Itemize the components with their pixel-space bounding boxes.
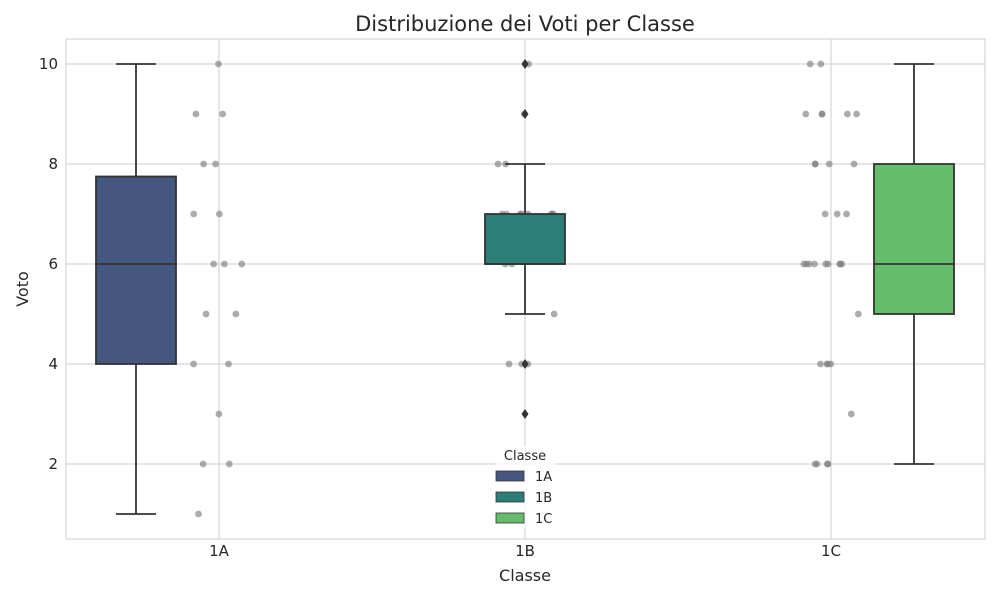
x-tick-label: 1C [821, 542, 841, 560]
data-point [238, 260, 246, 268]
data-point [202, 310, 210, 318]
data-point [800, 260, 808, 268]
data-point [802, 110, 810, 118]
data-point [219, 110, 227, 118]
legend-swatch [495, 512, 525, 524]
legend-title: Classe [504, 449, 546, 464]
data-point [550, 310, 558, 318]
data-point [195, 510, 202, 518]
outlier-marker [521, 109, 529, 119]
data-point [847, 410, 855, 418]
y-tick-label: 2 [48, 455, 58, 473]
data-point [811, 160, 819, 168]
data-point [817, 360, 824, 368]
data-point [823, 460, 831, 468]
data-point [199, 460, 207, 468]
data-point [200, 160, 208, 168]
box-iqr [95, 175, 177, 365]
legend-label: 1A [535, 470, 552, 485]
data-point [853, 110, 860, 118]
data-point [215, 60, 222, 68]
box-1C [873, 63, 955, 465]
data-point [210, 260, 218, 268]
data-point [833, 210, 841, 218]
data-point [232, 310, 240, 318]
outlier-marker [521, 409, 529, 419]
data-point [192, 110, 200, 118]
x-axis-label: Classe [499, 566, 551, 585]
data-point [811, 260, 818, 268]
data-point [822, 260, 830, 268]
data-point [505, 360, 513, 368]
data-point [817, 60, 825, 68]
legend: Classe 1A 1B 1C [495, 446, 556, 528]
y-tick-label: 10 [39, 55, 58, 73]
data-point [190, 360, 197, 368]
x-tick-label: 1A [209, 542, 230, 560]
outlier-marker [521, 359, 529, 369]
data-point [850, 160, 858, 168]
y-tick-label: 4 [48, 355, 58, 373]
legend-swatch [495, 491, 525, 503]
data-point [854, 310, 862, 318]
y-axis-label: Voto [13, 271, 32, 307]
data-point [494, 160, 502, 168]
data-point [825, 160, 833, 168]
x-tick-label: 1B [515, 542, 535, 560]
box-iqr [873, 163, 955, 315]
outlier-marker [521, 59, 529, 69]
legend-label: 1C [535, 512, 552, 527]
legend-label: 1B [535, 491, 552, 506]
data-point [225, 460, 233, 468]
data-point [821, 210, 829, 218]
data-point [225, 360, 232, 368]
y-tick-label: 6 [48, 255, 58, 273]
data-point [215, 210, 223, 218]
data-point [823, 360, 831, 368]
legend-swatch [495, 470, 525, 482]
data-point [806, 60, 814, 68]
box-1A [95, 63, 177, 515]
data-point [215, 410, 223, 418]
box-iqr [484, 213, 566, 265]
data-point [843, 110, 851, 118]
data-point [212, 160, 219, 168]
data-point [843, 210, 850, 218]
data-point [190, 210, 198, 218]
box-1B [484, 59, 566, 419]
chart-title: Distribuzione dei Voti per Classe [355, 12, 695, 36]
data-point [220, 260, 228, 268]
data-point [818, 110, 826, 118]
data-point [811, 460, 819, 468]
boxes [95, 59, 955, 515]
y-tick-label: 8 [48, 155, 58, 173]
data-point [836, 260, 844, 268]
